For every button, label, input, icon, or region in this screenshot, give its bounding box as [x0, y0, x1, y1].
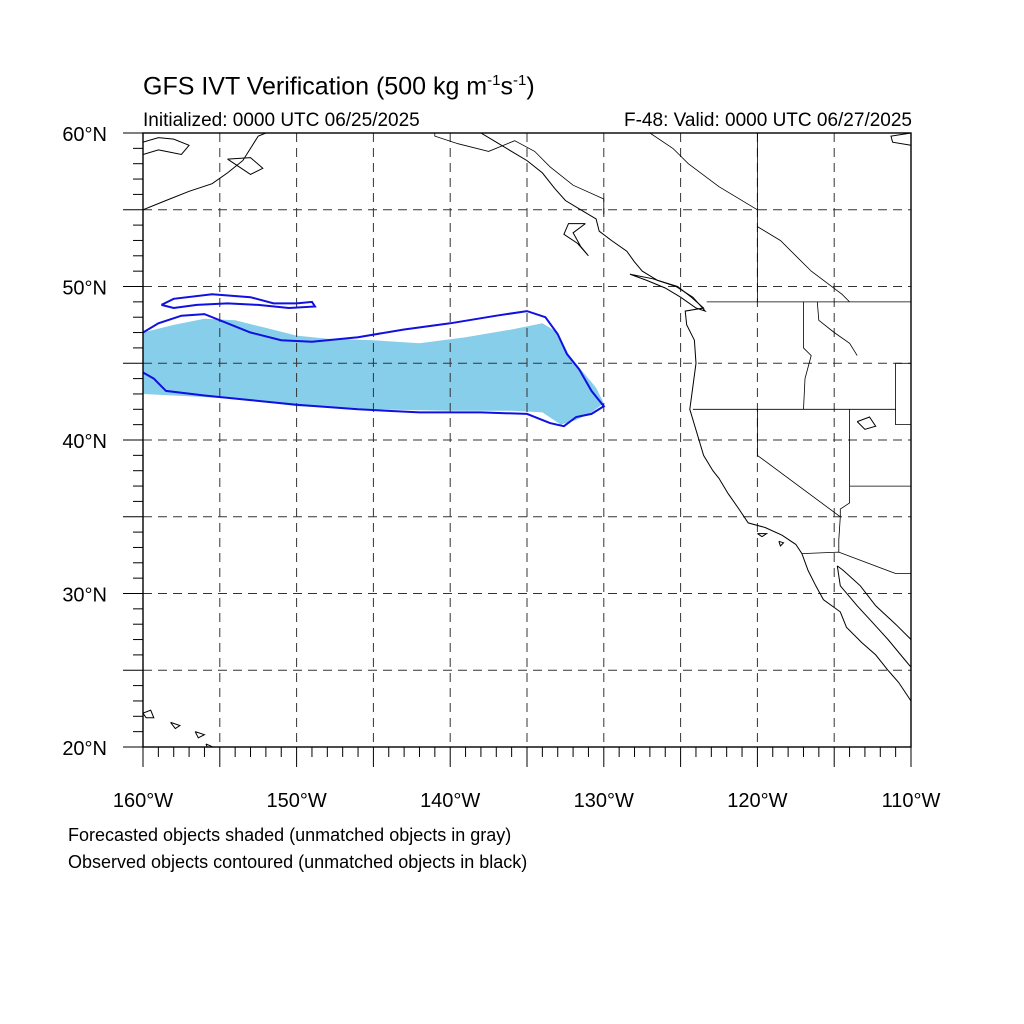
lon-tick-label: 130°W	[574, 790, 634, 812]
lat-tick-label: 50°N	[62, 278, 107, 300]
coastline	[890, 133, 911, 146]
valid-time: F-48: Valid: 0000 UTC 06/27/2025	[624, 110, 912, 131]
coastline	[143, 133, 267, 211]
coastline	[143, 709, 155, 719]
lon-tick-label: 140°W	[420, 790, 480, 812]
coastline	[194, 731, 206, 739]
political-border	[757, 409, 841, 518]
observed-note: Observed objects contoured (unmatched ob…	[68, 852, 528, 872]
coastline	[778, 540, 785, 547]
political-border	[803, 301, 812, 410]
lon-tick-label: 150°W	[266, 790, 326, 812]
coastline	[836, 565, 911, 640]
initialized-time: Initialized: 0000 UTC 06/25/2025	[143, 110, 420, 131]
coastline	[227, 157, 264, 175]
coastline	[836, 565, 911, 668]
political-border	[895, 363, 911, 426]
political-border	[838, 516, 841, 553]
political-border	[434, 133, 605, 215]
observed-contour	[160, 293, 317, 310]
coastline	[757, 533, 769, 538]
political-border	[649, 133, 758, 211]
coastline	[480, 133, 911, 702]
lon-tick-label: 160°W	[113, 790, 173, 812]
coastline	[205, 743, 215, 747]
forecast-note: Forecasted objects shaded (unmatched obj…	[68, 825, 512, 845]
coastline	[856, 416, 877, 430]
coastline	[563, 223, 589, 257]
lon-tick-label: 120°W	[727, 790, 787, 812]
lat-tick-label: 60°N	[62, 124, 107, 146]
political-border	[801, 551, 911, 574]
political-border	[839, 409, 850, 517]
coastline	[629, 273, 707, 313]
political-border	[757, 226, 850, 303]
forecast-object	[143, 318, 604, 425]
political-border	[816, 301, 858, 356]
lat-tick-label: 20°N	[62, 738, 107, 760]
lon-tick-label: 110°W	[882, 790, 941, 812]
coastline	[170, 721, 182, 730]
lat-tick-label: 40°N	[62, 431, 107, 453]
coastline	[143, 137, 190, 156]
lat-tick-label: 30°N	[62, 585, 107, 607]
observed-contour	[143, 310, 606, 428]
map-title: GFS IVT Verification (500 kg m-1s-1)	[143, 72, 535, 101]
